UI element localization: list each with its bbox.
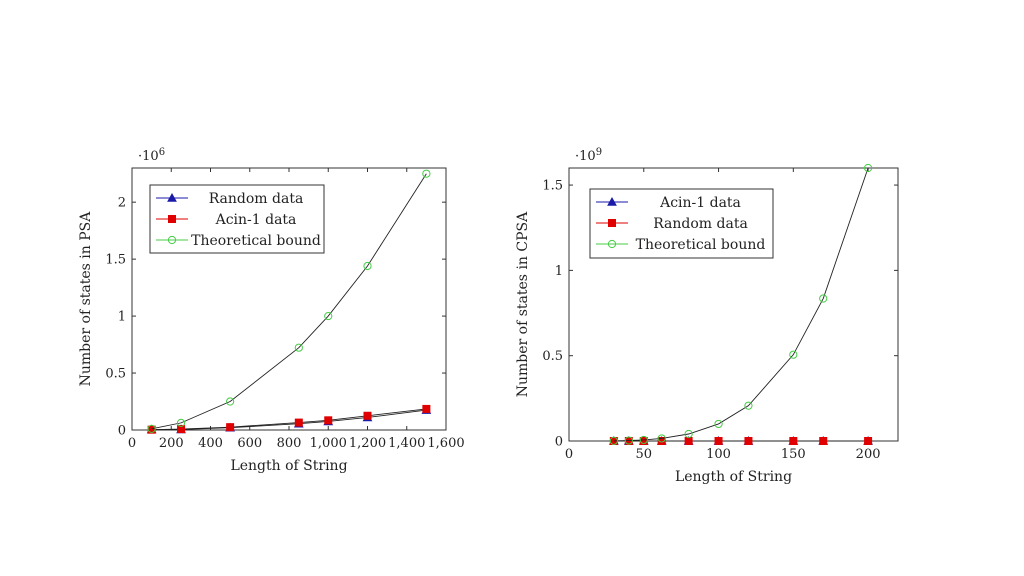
- data-point: [624, 436, 633, 445]
- y-multiplier-label: ·109: [575, 147, 602, 164]
- x-tick-label: 1,400: [388, 436, 425, 451]
- y-multiplier-base: ·10: [575, 149, 596, 164]
- data-point: [714, 436, 723, 445]
- y-axis-label: Number of states in PSA: [78, 211, 94, 387]
- legend-marker: [167, 235, 177, 245]
- legend-marker: [167, 214, 176, 223]
- series-square: [609, 436, 873, 445]
- y-tick-label: 1.5: [105, 253, 126, 268]
- series-circle: [147, 169, 431, 433]
- y-tick-label: 1: [118, 310, 126, 325]
- x-axis-label: Length of String: [675, 469, 792, 485]
- legend-label: Random data: [653, 216, 748, 232]
- y-multiplier-base: ·10: [138, 149, 159, 164]
- data-point: [363, 261, 372, 271]
- data-point: [176, 418, 186, 427]
- data-point: [226, 397, 235, 406]
- y-tick-label: 0.5: [542, 349, 563, 364]
- legend: Acin-1 data Random data Theoretical bound: [589, 188, 774, 259]
- legend-marker: [607, 196, 617, 206]
- y-axis-label: Number of states in CPSA: [515, 211, 531, 397]
- x-axis-label: Length of String: [230, 458, 347, 474]
- y-tick-label: 2: [118, 196, 126, 211]
- y-tick-label: 1: [555, 264, 563, 279]
- data-point: [714, 419, 723, 429]
- series-square: [147, 404, 431, 434]
- x-tick-label: 1,200: [349, 436, 386, 451]
- series-circle: [609, 163, 873, 445]
- data-point: [684, 429, 693, 439]
- data-point: [744, 401, 753, 410]
- y-tick-label: 0: [555, 435, 563, 450]
- series-line: [613, 167, 869, 442]
- data-point: [324, 311, 333, 321]
- x-tick-label: 200: [856, 447, 881, 462]
- legend-label: Acin-1 data: [215, 212, 297, 228]
- data-point: [819, 436, 828, 445]
- data-point: [177, 425, 186, 434]
- data-point: [657, 434, 666, 443]
- data-point: [363, 411, 372, 420]
- cpsa-chart: 0 50 100 150 200 0 0.5 1 1.5 ·109 Length of String…: [515, 147, 899, 485]
- data-point: [639, 435, 648, 445]
- data-point: [226, 423, 235, 432]
- y-tick-label: 0: [118, 424, 126, 439]
- legend-label: Theoretical bound: [191, 233, 321, 249]
- x-tick-label: 600: [237, 436, 262, 451]
- series-line: [151, 173, 427, 430]
- data-point: [422, 169, 431, 178]
- data-point: [657, 436, 666, 445]
- x-tick-label: 0: [128, 436, 136, 451]
- y-multiplier-label: ·106: [138, 147, 165, 164]
- data-point: [294, 418, 303, 427]
- data-point: [684, 436, 693, 445]
- legend-label: Random data: [209, 191, 304, 207]
- y-multiplier-exponent: 9: [596, 147, 602, 158]
- x-tick-label: 1,000: [310, 436, 347, 451]
- x-tick-label: 100: [706, 447, 731, 462]
- data-point: [744, 436, 753, 445]
- data-point: [819, 294, 828, 303]
- data-point: [863, 163, 873, 173]
- x-tick-label: 400: [198, 436, 223, 451]
- psa-chart: 0 200 400 600 800 1,000 1,200 1,400 1,600 0 0.5 1 1.…: [78, 147, 465, 474]
- data-point: [789, 350, 798, 359]
- data-point: [789, 436, 798, 445]
- legend-marker: [608, 218, 617, 227]
- data-point: [294, 343, 303, 352]
- data-point: [147, 424, 156, 433]
- data-point: [609, 436, 618, 445]
- x-tick-label: 200: [159, 436, 184, 451]
- y-tick-label: 1.5: [542, 179, 563, 194]
- legend-label: Acin-1 data: [659, 195, 741, 211]
- x-tick-label: 150: [781, 447, 806, 462]
- legend-marker: [167, 192, 177, 202]
- legend: Random data Acin-1 data Theoretical bound: [149, 184, 325, 254]
- legend-marker: [607, 239, 617, 249]
- legend-label: Theoretical bound: [636, 237, 766, 253]
- data-point: [422, 404, 431, 413]
- x-tick-label: 1,600: [427, 436, 464, 451]
- data-point: [864, 436, 873, 445]
- x-tick-label: 0: [565, 447, 573, 462]
- x-tick-label: 50: [635, 447, 652, 462]
- x-tick-label: 800: [277, 436, 302, 451]
- y-tick-label: 0.5: [105, 367, 126, 382]
- y-multiplier-exponent: 6: [159, 147, 165, 158]
- data-point: [324, 416, 333, 425]
